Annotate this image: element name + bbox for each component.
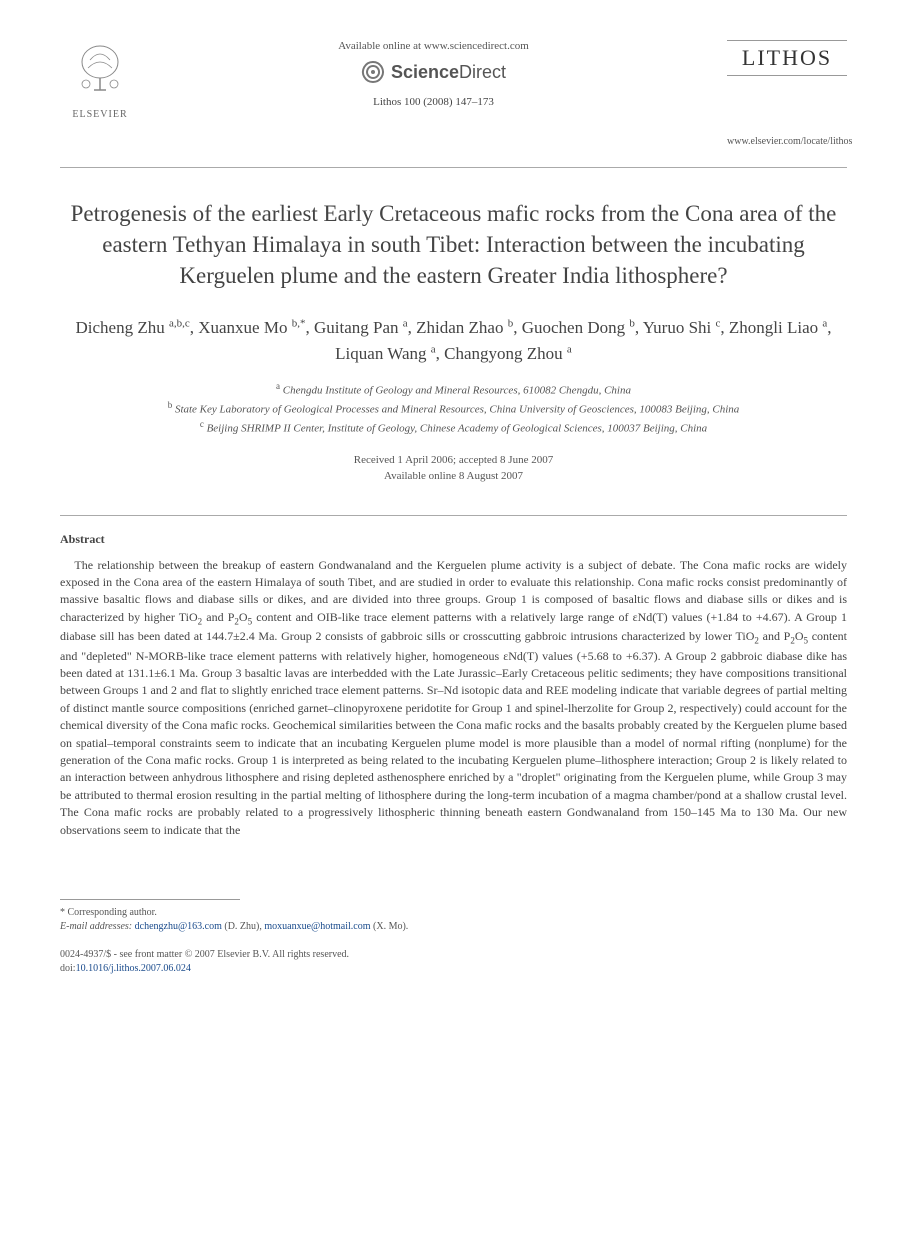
elsevier-logo: ELSEVIER [60,40,140,120]
article-title: Petrogenesis of the earliest Early Creta… [60,198,847,291]
affiliation-line: b State Key Laboratory of Geological Pro… [60,399,847,418]
footnote-rule [60,899,240,900]
sciencedirect-swirl-icon [361,60,385,84]
doi-line: doi:10.1016/j.lithos.2007.06.024 [60,962,847,976]
doi-link[interactable]: 10.1016/j.lithos.2007.06.024 [76,963,191,974]
sciencedirect-logo: ScienceDirect [160,60,707,84]
affiliation-line: a Chengdu Institute of Geology and Miner… [60,380,847,399]
corresponding-author-footnote: * Corresponding author. E-mail addresses… [60,906,847,934]
elsevier-tree-icon [70,40,130,100]
abstract-body: The relationship between the breakup of … [60,557,847,839]
abstract-heading: Abstract [60,532,847,547]
affiliation-line: c Beijing SHRIMP II Center, Institute of… [60,418,847,437]
affiliations-list: a Chengdu Institute of Geology and Miner… [60,380,847,437]
issn-copyright-line: 0024-4937/$ - see front matter © 2007 El… [60,948,847,962]
email-link-1[interactable]: dchengzhu@163.com [135,921,222,932]
elsevier-label: ELSEVIER [60,109,140,120]
header-center: Available online at www.sciencedirect.co… [140,40,727,108]
header-rule [60,167,847,168]
available-online-text: Available online at www.sciencedirect.co… [160,40,707,52]
article-dates: Received 1 April 2006; accepted 8 June 2… [60,452,847,485]
email-link-2[interactable]: moxuanxue@hotmail.com [264,921,370,932]
sciencedirect-text: ScienceDirect [391,62,506,83]
copyright-doi-block: 0024-4937/$ - see front matter © 2007 El… [60,948,847,976]
page-header: ELSEVIER Available online at www.science… [60,40,847,147]
journal-name: LITHOS [727,40,847,76]
journal-block: LITHOS www.elsevier.com/locate/lithos [727,40,847,147]
corresponding-marker: * Corresponding author. [60,906,847,920]
available-online-date: Available online 8 August 2007 [60,468,847,485]
journal-url: www.elsevier.com/locate/lithos [727,136,847,147]
abstract-top-rule [60,515,847,516]
citation-line: Lithos 100 (2008) 147–173 [160,96,707,108]
email-line: E-mail addresses: dchengzhu@163.com (D. … [60,920,847,934]
received-accepted-date: Received 1 April 2006; accepted 8 June 2… [60,452,847,469]
authors-list: Dicheng Zhu a,b,c, Xuanxue Mo b,*, Guita… [60,315,847,366]
